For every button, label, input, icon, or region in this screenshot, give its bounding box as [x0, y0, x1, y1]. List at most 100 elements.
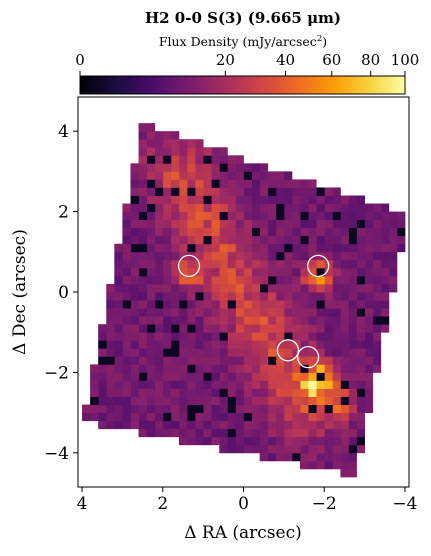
heatmap-cell	[243, 187, 252, 196]
heatmap-cell	[227, 380, 236, 389]
heatmap-cell	[275, 211, 285, 221]
heatmap-cell	[372, 267, 382, 277]
heatmap-cell	[348, 251, 357, 261]
heatmap-cell	[275, 452, 285, 462]
heatmap-cell	[195, 420, 204, 430]
heatmap-cell	[130, 163, 139, 172]
heatmap-cell	[243, 259, 252, 269]
heatmap-cell	[316, 444, 325, 454]
heatmap-cell	[291, 396, 301, 405]
heatmap-cell	[186, 219, 196, 229]
heatmap-cell	[203, 300, 212, 309]
heatmap-cell	[283, 203, 293, 212]
heatmap-cell	[340, 404, 349, 414]
heatmap-cell	[186, 332, 196, 341]
heatmap-cell	[259, 235, 269, 245]
heatmap-cell	[203, 243, 212, 253]
heatmap-cell	[122, 203, 131, 212]
heatmap-cell	[211, 203, 220, 212]
heatmap-cell	[235, 436, 244, 446]
heatmap-cell	[170, 283, 180, 293]
heatmap-cell	[130, 219, 139, 229]
heatmap-cell	[211, 275, 220, 285]
heatmap-cell	[300, 251, 309, 261]
heatmap-cell	[186, 267, 196, 277]
heatmap-cell	[243, 372, 252, 381]
heatmap-cell	[195, 380, 204, 389]
heatmap-cell	[259, 428, 269, 438]
heatmap-cell	[138, 364, 148, 373]
heatmap-cell	[332, 332, 341, 341]
heatmap-cell	[324, 195, 333, 204]
heatmap-cell	[364, 211, 374, 221]
heatmap-cell	[332, 444, 341, 454]
heatmap-cell	[300, 219, 309, 229]
heatmap-cell	[130, 187, 139, 196]
heatmap-cell	[154, 219, 164, 229]
heatmap-cell	[283, 404, 293, 414]
heatmap-cell	[178, 372, 188, 381]
heatmap-cell	[388, 219, 398, 229]
heatmap-cell	[316, 420, 325, 430]
heatmap-cell	[364, 404, 374, 414]
heatmap-cell	[98, 324, 107, 333]
heatmap-cell	[114, 292, 123, 301]
heatmap-cell	[122, 340, 131, 349]
heatmap-cell	[364, 388, 374, 397]
heatmap-cell	[259, 340, 269, 349]
heatmap-cell	[291, 227, 301, 237]
heatmap-cell	[138, 308, 148, 317]
heatmap-cell	[283, 219, 293, 229]
heatmap-cell	[146, 243, 156, 253]
source-marker	[296, 345, 320, 369]
heatmap-cell	[114, 332, 123, 341]
heatmap-cell	[348, 468, 357, 478]
heatmap-cell	[291, 412, 301, 422]
heatmap-cell	[130, 235, 139, 245]
heatmap-cell	[275, 444, 285, 454]
heatmap-cell	[154, 292, 164, 301]
heatmap-cell	[195, 267, 204, 277]
heatmap-cell	[356, 404, 365, 414]
heatmap-cell	[348, 356, 357, 365]
heatmap-cell	[154, 388, 164, 397]
heatmap-cell	[186, 324, 196, 333]
heatmap-cell	[203, 420, 212, 430]
heatmap-cell	[138, 420, 148, 430]
heatmap-cell	[154, 139, 164, 148]
heatmap-cell	[300, 316, 309, 325]
heatmap-cell	[122, 412, 131, 422]
x-axis-ticks: −4 −2 0 2 4	[77, 487, 417, 514]
heatmap-cell	[291, 388, 301, 397]
heatmap-cell	[308, 243, 317, 253]
heatmap-cell	[308, 372, 317, 381]
heatmap-cell	[235, 420, 244, 430]
heatmap-cell	[332, 316, 341, 325]
heatmap-cell	[243, 436, 252, 446]
heatmap-cell	[275, 308, 285, 317]
heatmap-cell	[332, 364, 341, 373]
heatmap-cell	[275, 436, 285, 446]
heatmap-cell	[372, 364, 382, 373]
x-tick-label: −4	[392, 494, 417, 514]
source-marker	[307, 254, 330, 278]
heatmap-cell	[308, 364, 317, 373]
heatmap-cell	[154, 155, 164, 164]
heatmap-cell	[340, 364, 349, 373]
heatmap-cell	[332, 195, 341, 204]
heatmap-cell	[227, 436, 236, 446]
heatmap-cell	[227, 356, 236, 365]
heatmap-cell	[283, 275, 293, 285]
heatmap-cell	[259, 211, 269, 221]
heatmap-cell	[203, 283, 212, 293]
heatmap-cell	[340, 300, 349, 309]
heatmap-cell	[340, 452, 349, 462]
heatmap-cell	[316, 348, 325, 357]
heatmap-cell	[162, 131, 172, 140]
heatmap-cell	[259, 380, 269, 389]
heatmap-cell	[283, 211, 293, 221]
heatmap-cell	[243, 219, 252, 229]
heatmap-cell	[283, 452, 293, 462]
heatmap-cell	[227, 316, 236, 325]
heatmap-cell	[300, 348, 309, 357]
